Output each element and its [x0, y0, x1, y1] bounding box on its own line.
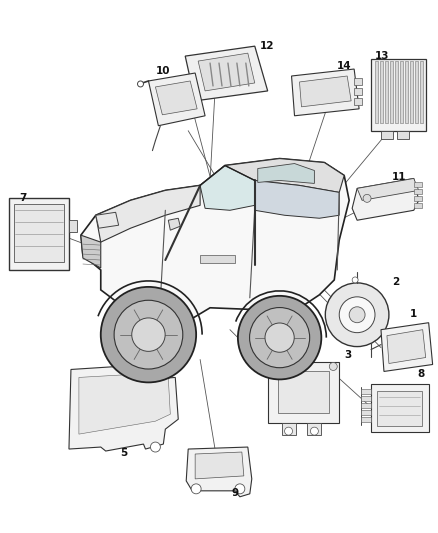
Polygon shape [96, 212, 119, 228]
Polygon shape [186, 447, 252, 497]
Polygon shape [352, 179, 419, 220]
Polygon shape [81, 158, 349, 320]
Polygon shape [198, 53, 255, 91]
Bar [377, 391, 422, 426]
Circle shape [265, 323, 294, 352]
Polygon shape [81, 235, 101, 268]
Bar [361, 417, 371, 422]
Bar [415, 61, 418, 123]
Bar [69, 220, 77, 232]
Polygon shape [387, 330, 426, 364]
Polygon shape [195, 452, 244, 479]
Circle shape [238, 296, 321, 379]
Bar [381, 131, 393, 139]
Bar [414, 182, 422, 188]
Bar [354, 88, 362, 95]
Bar [354, 98, 362, 105]
Text: 9: 9 [232, 488, 239, 498]
Bar [397, 131, 409, 139]
Circle shape [325, 283, 389, 346]
Text: 11: 11 [392, 173, 406, 182]
Polygon shape [381, 322, 433, 372]
Polygon shape [258, 164, 314, 183]
Bar [390, 61, 393, 123]
Bar [414, 203, 422, 208]
Polygon shape [155, 81, 197, 115]
Circle shape [311, 427, 318, 435]
Circle shape [138, 81, 144, 87]
Polygon shape [148, 73, 205, 126]
Bar [405, 61, 408, 123]
Bar [380, 61, 383, 123]
Bar [282, 423, 296, 435]
Circle shape [363, 195, 371, 203]
Text: 10: 10 [155, 66, 170, 76]
Bar [9, 198, 69, 270]
Bar [361, 397, 371, 401]
Circle shape [114, 300, 183, 369]
Bar [371, 59, 426, 131]
Bar [395, 61, 398, 123]
Polygon shape [168, 218, 180, 230]
Polygon shape [185, 46, 268, 101]
Circle shape [101, 287, 196, 382]
Bar [375, 61, 378, 123]
Polygon shape [79, 374, 170, 434]
Bar [414, 196, 422, 201]
Circle shape [191, 484, 201, 494]
Bar [420, 61, 423, 123]
Bar [354, 78, 362, 85]
Text: 5: 5 [120, 448, 128, 458]
Polygon shape [292, 69, 359, 116]
Text: 13: 13 [375, 51, 389, 61]
Text: 3: 3 [344, 350, 351, 360]
Text: 14: 14 [337, 61, 352, 71]
Polygon shape [225, 158, 344, 192]
Circle shape [349, 307, 365, 322]
Polygon shape [357, 179, 419, 200]
Circle shape [235, 484, 245, 494]
Bar [361, 410, 371, 415]
Circle shape [250, 308, 310, 368]
Bar [371, 384, 429, 432]
Bar [385, 61, 388, 123]
Text: 8: 8 [418, 369, 425, 379]
Text: 12: 12 [260, 41, 274, 51]
Text: 2: 2 [392, 277, 399, 287]
Circle shape [274, 362, 282, 370]
Circle shape [339, 297, 375, 333]
Bar [268, 361, 339, 423]
Bar [414, 189, 422, 195]
Bar [361, 389, 371, 394]
Polygon shape [200, 166, 255, 211]
Circle shape [352, 277, 358, 283]
Bar [400, 61, 403, 123]
Bar [307, 423, 321, 435]
Circle shape [132, 318, 165, 351]
Polygon shape [69, 365, 178, 451]
Bar [200, 255, 235, 263]
Bar [278, 372, 329, 413]
Circle shape [329, 362, 337, 370]
Polygon shape [300, 76, 351, 107]
Polygon shape [255, 181, 339, 218]
Circle shape [285, 427, 293, 435]
Circle shape [150, 442, 160, 452]
Text: 1: 1 [410, 309, 417, 319]
Bar [410, 61, 413, 123]
Bar [361, 403, 371, 408]
Text: 7: 7 [19, 193, 27, 204]
Bar [14, 204, 64, 262]
Polygon shape [96, 185, 200, 242]
